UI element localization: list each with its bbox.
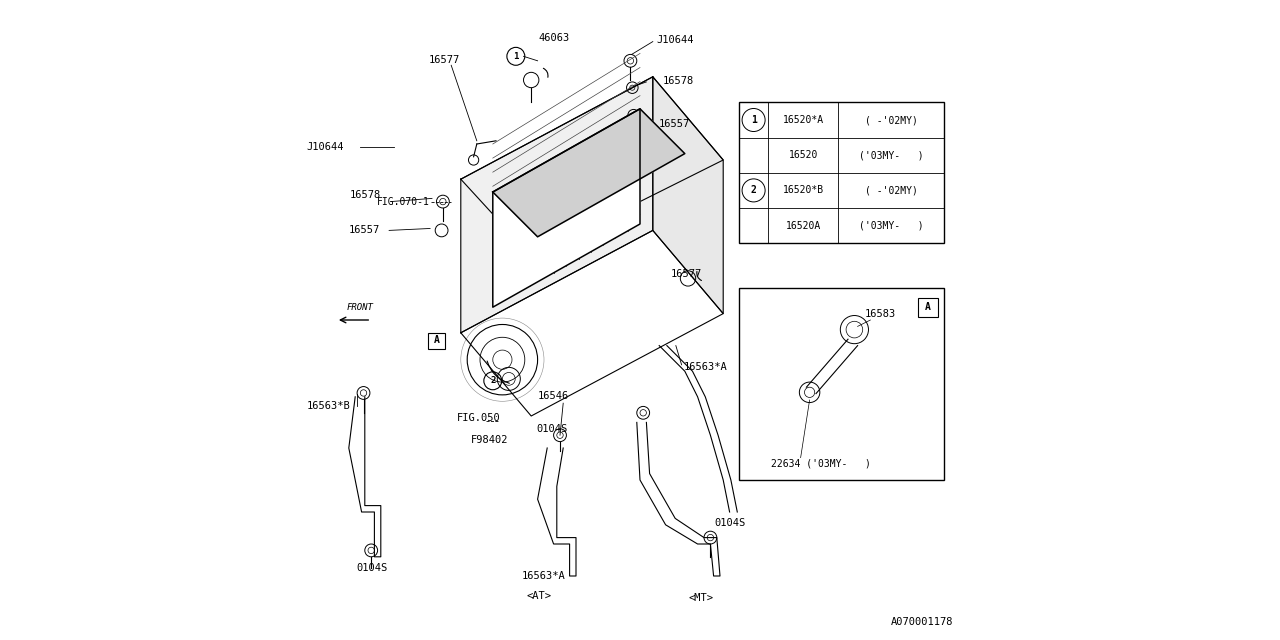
Text: 16546: 16546 bbox=[538, 391, 570, 401]
Text: FIG.050: FIG.050 bbox=[457, 413, 500, 423]
Text: 22634 ('03MY-   ): 22634 ('03MY- ) bbox=[771, 459, 872, 469]
Text: 16520: 16520 bbox=[788, 150, 818, 160]
Bar bbox=[428, 333, 445, 349]
Text: ( -'02MY): ( -'02MY) bbox=[865, 186, 918, 195]
Text: A: A bbox=[925, 302, 931, 312]
Text: 16563*B: 16563*B bbox=[307, 401, 351, 412]
Polygon shape bbox=[653, 77, 723, 314]
Polygon shape bbox=[461, 77, 723, 256]
Text: 16563*A: 16563*A bbox=[684, 362, 727, 372]
Text: 16578: 16578 bbox=[349, 190, 381, 200]
Text: 16520*B: 16520*B bbox=[782, 186, 824, 195]
Text: ('03MY-   ): ('03MY- ) bbox=[859, 150, 923, 160]
Polygon shape bbox=[461, 230, 723, 416]
Text: 16557: 16557 bbox=[348, 225, 379, 236]
Text: FRONT: FRONT bbox=[347, 303, 372, 312]
Text: <MT>: <MT> bbox=[689, 593, 713, 604]
Text: 16577: 16577 bbox=[671, 269, 701, 279]
Text: 1: 1 bbox=[513, 52, 518, 61]
Bar bbox=[919, 298, 938, 317]
Text: 2: 2 bbox=[490, 376, 495, 385]
Text: ('03MY-   ): ('03MY- ) bbox=[859, 221, 923, 230]
Text: A: A bbox=[434, 335, 439, 346]
Text: FIG.070-1: FIG.070-1 bbox=[376, 196, 430, 207]
Text: 1: 1 bbox=[750, 115, 756, 125]
Text: 16563*A: 16563*A bbox=[522, 571, 566, 581]
Text: A070001178: A070001178 bbox=[891, 617, 954, 627]
Text: 16577: 16577 bbox=[429, 55, 461, 65]
Text: 16557: 16557 bbox=[659, 118, 690, 129]
Text: 16520*A: 16520*A bbox=[782, 115, 824, 125]
Text: 46063: 46063 bbox=[538, 33, 570, 44]
Polygon shape bbox=[493, 109, 685, 237]
Text: F98402: F98402 bbox=[471, 435, 508, 445]
Text: 16583: 16583 bbox=[864, 308, 896, 319]
Polygon shape bbox=[461, 77, 653, 333]
Text: 16520A: 16520A bbox=[786, 221, 820, 230]
Polygon shape bbox=[493, 109, 640, 307]
Text: <AT>: <AT> bbox=[526, 591, 552, 602]
Text: 16578: 16578 bbox=[663, 76, 694, 86]
Bar bbox=[740, 288, 945, 480]
Text: 0104S: 0104S bbox=[714, 518, 745, 528]
Text: ( -'02MY): ( -'02MY) bbox=[865, 115, 918, 125]
Text: J10644: J10644 bbox=[307, 142, 344, 152]
Text: 0104S: 0104S bbox=[357, 563, 388, 573]
Bar bbox=[740, 102, 945, 243]
Text: 0104S: 0104S bbox=[536, 424, 567, 434]
Text: 2: 2 bbox=[750, 186, 756, 195]
Text: J10644: J10644 bbox=[657, 35, 694, 45]
